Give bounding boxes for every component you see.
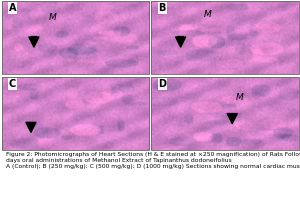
Text: Figure 2: Photomicrographs of Heart Sections (H & E stained at ×250 magnificatio: Figure 2: Photomicrographs of Heart Sect…	[6, 152, 300, 169]
Text: B: B	[159, 3, 166, 13]
Text: C: C	[9, 79, 16, 89]
Text: M: M	[236, 93, 244, 102]
Text: M: M	[49, 13, 57, 21]
Text: D: D	[159, 79, 167, 89]
Text: A: A	[9, 3, 16, 13]
Text: M: M	[203, 10, 211, 19]
